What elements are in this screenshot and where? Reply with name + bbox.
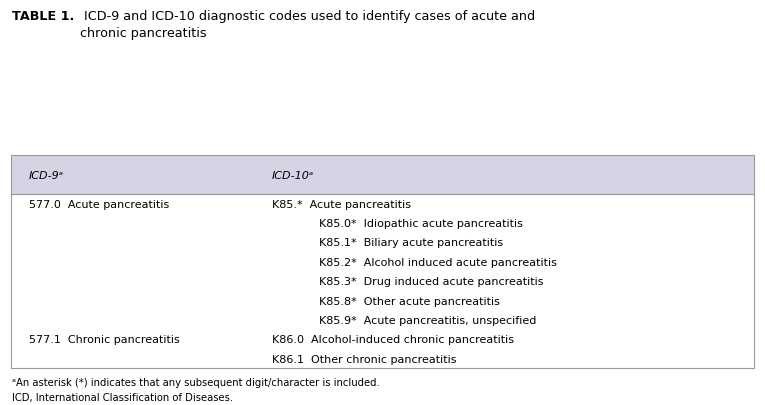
Text: K86.1  Other chronic pancreatitis: K86.1 Other chronic pancreatitis (272, 354, 456, 364)
Text: 577.1  Chronic pancreatitis: 577.1 Chronic pancreatitis (29, 335, 180, 345)
Text: ICD-10ᵃ: ICD-10ᵃ (272, 170, 314, 180)
Text: TABLE 1.: TABLE 1. (12, 10, 74, 23)
Text: ᵃAn asterisk (*) indicates that any subsequent digit/character is included.: ᵃAn asterisk (*) indicates that any subs… (12, 377, 380, 388)
Text: K86.0  Alcohol-induced chronic pancreatitis: K86.0 Alcohol-induced chronic pancreatit… (272, 335, 513, 345)
Text: ICD, International Classification of Diseases.: ICD, International Classification of Dis… (12, 392, 233, 402)
Bar (11, 156, 754, 369)
Text: 577.0  Acute pancreatitis: 577.0 Acute pancreatitis (29, 199, 169, 209)
Text: K85.0*  Idiopathic acute pancreatitis: K85.0* Idiopathic acute pancreatitis (319, 218, 523, 228)
Text: K85.9*  Acute pancreatitis, unspecified: K85.9* Acute pancreatitis, unspecified (319, 315, 536, 325)
Bar (11, 156, 754, 194)
Text: K85.*  Acute pancreatitis: K85.* Acute pancreatitis (272, 199, 411, 209)
Text: K85.2*  Alcohol induced acute pancreatitis: K85.2* Alcohol induced acute pancreatiti… (319, 257, 557, 267)
Text: ICD-9ᵃ: ICD-9ᵃ (29, 170, 64, 180)
Text: K85.3*  Drug induced acute pancreatitis: K85.3* Drug induced acute pancreatitis (319, 277, 543, 286)
Text: K85.1*  Biliary acute pancreatitis: K85.1* Biliary acute pancreatitis (319, 238, 503, 248)
Text: K85.8*  Other acute pancreatitis: K85.8* Other acute pancreatitis (319, 296, 500, 306)
Text: ICD-9 and ICD-10 diagnostic codes used to identify cases of acute and
chronic pa: ICD-9 and ICD-10 diagnostic codes used t… (80, 10, 535, 40)
